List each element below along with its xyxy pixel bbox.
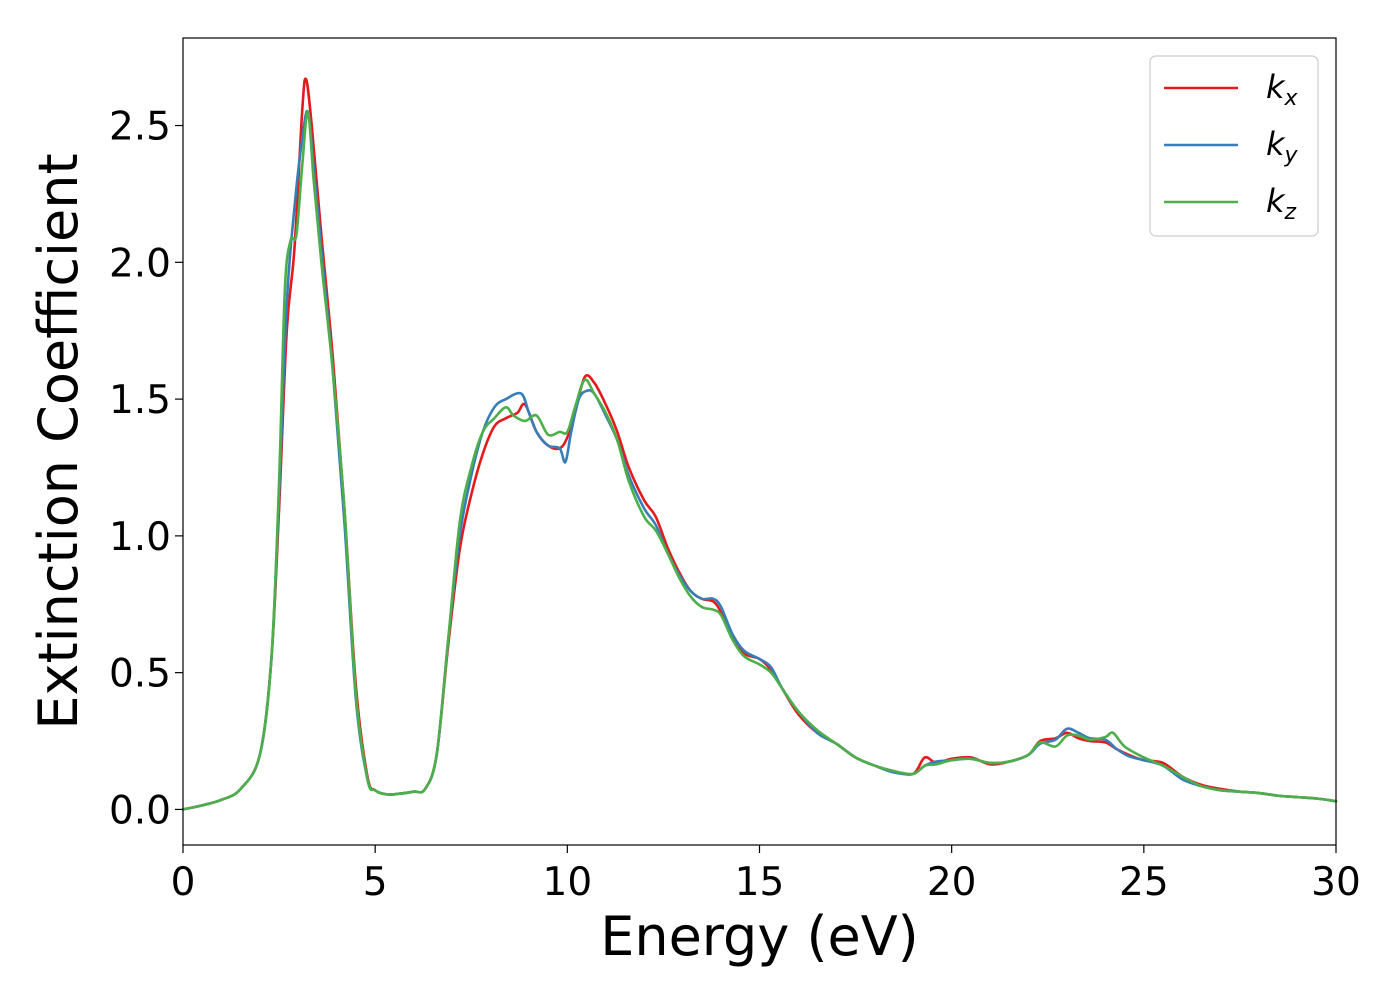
- x-axis-title: Energy (eV): [600, 905, 919, 968]
- legend-label-ky: ky: [1266, 125, 1299, 168]
- y-tick-label: 0.0: [109, 788, 171, 833]
- x-tick-label: 30: [1311, 860, 1361, 905]
- y-axis-ticks: 0.0 0.5 1.0 1.5 2.0 2.5: [109, 105, 183, 833]
- y-tick-label: 1.0: [109, 515, 171, 560]
- x-tick-label: 25: [1119, 860, 1169, 905]
- y-tick-label: 1.5: [109, 378, 171, 423]
- y-axis-title: Extinction Coefficient: [27, 153, 90, 729]
- plot-frame: [182, 37, 1337, 846]
- x-tick-label: 15: [735, 860, 785, 905]
- x-tick-label: 0: [171, 860, 196, 905]
- y-tick-label: 2.5: [109, 105, 171, 150]
- legend-label-kx: kx: [1266, 68, 1299, 111]
- series-layer: [181, 77, 1338, 811]
- legend-label-kz: kz: [1266, 182, 1297, 225]
- x-tick-label: 5: [363, 860, 388, 905]
- x-tick-label: 20: [927, 860, 977, 905]
- x-axis-ticks: 0 5 10 15 20 25 30: [171, 845, 1361, 905]
- y-tick-label: 0.5: [109, 652, 171, 697]
- legend: kx ky kz: [1149, 55, 1319, 237]
- legend-items: kx ky kz: [1164, 68, 1299, 225]
- y-tick-label: 2.0: [109, 241, 171, 286]
- series-line-kz: [181, 110, 1338, 811]
- x-tick-label: 10: [543, 860, 593, 905]
